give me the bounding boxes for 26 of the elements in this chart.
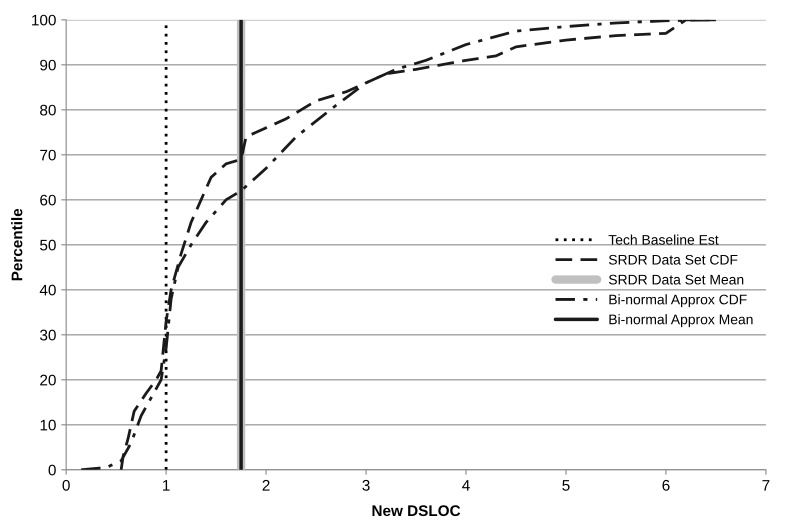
x-axis-title: New DSLOC <box>372 505 460 516</box>
y-tick-label: 10 <box>40 420 56 430</box>
x-tick-label: 6 <box>662 480 670 491</box>
y-tick-label: 90 <box>40 60 56 71</box>
y-tick-label: 0 <box>48 464 56 476</box>
y-tick-label: 20 <box>40 374 56 386</box>
legend-label: Tech Baseline Est <box>608 234 719 245</box>
y-tick-label: 70 <box>40 150 56 161</box>
y-tick-label: 80 <box>40 104 56 116</box>
x-tick-label: 4 <box>462 480 470 491</box>
x-tick-label: 5 <box>562 480 570 491</box>
y-axis-title: Percentile <box>11 208 22 280</box>
y-tick-label: 40 <box>40 284 56 296</box>
x-tick-label: 2 <box>262 480 270 491</box>
y-tick-label: 60 <box>40 194 56 206</box>
legend-label: SRDR Data Set Mean <box>608 274 744 285</box>
y-tick-label: 30 <box>40 330 56 340</box>
x-tick-label: 1 <box>163 480 170 491</box>
legend-label: Bi-normal Approx CDF <box>609 294 747 308</box>
x-tick-label: 7 <box>762 480 770 491</box>
y-tick-label: 100 <box>32 14 56 26</box>
legend-label: SRDR Data Set CDF <box>608 254 738 265</box>
y-tick-label: 50 <box>40 240 56 251</box>
x-tick-label: 0 <box>62 480 70 491</box>
x-tick-label: 3 <box>362 480 370 491</box>
legend-label: Bi-normal Approx Mean <box>609 314 753 328</box>
